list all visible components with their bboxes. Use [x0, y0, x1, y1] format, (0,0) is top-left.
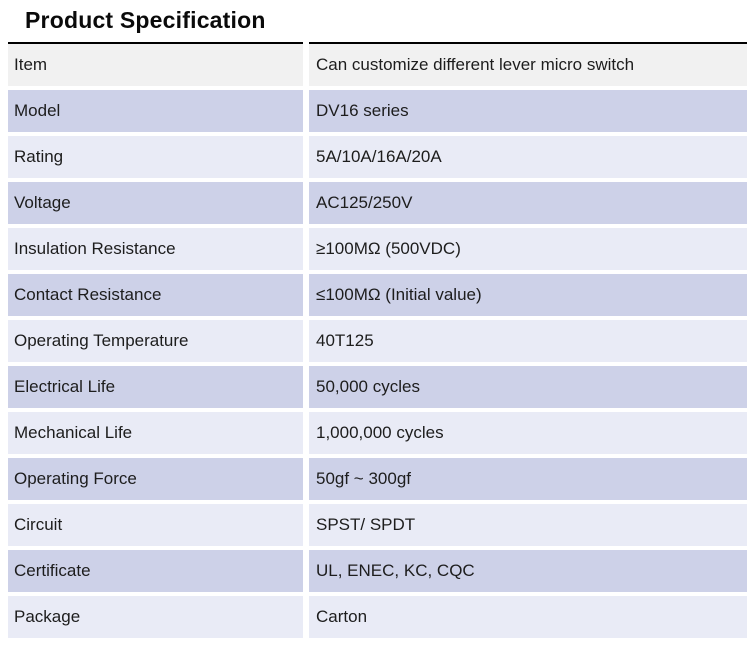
spec-value-cell: SPST/ SPDT	[309, 504, 747, 546]
page-title: Product Specification	[25, 7, 266, 33]
spec-row: Package Carton	[8, 596, 747, 638]
spec-label-cell: Voltage	[8, 182, 303, 224]
spec-row: Model DV16 series	[8, 90, 747, 132]
spec-row: Contact Resistance ≤100MΩ (Initial value…	[8, 274, 747, 316]
spec-label-cell: Rating	[8, 136, 303, 178]
spec-label-cell: Mechanical Life	[8, 412, 303, 454]
spec-row: Operating Force 50gf ~ 300gf	[8, 458, 747, 500]
spec-label-cell: Operating Force	[8, 458, 303, 500]
spec-value-cell: UL, ENEC, KC, CQC	[309, 550, 747, 592]
spec-header-value-cell: Can customize different lever micro swit…	[309, 42, 747, 86]
spec-value-cell: 50,000 cycles	[309, 366, 747, 408]
spec-value-cell: AC125/250V	[309, 182, 747, 224]
spec-row: Rating 5A/10A/16A/20A	[8, 136, 747, 178]
spec-row: Insulation Resistance ≥100MΩ (500VDC)	[8, 228, 747, 270]
spec-label-cell: Electrical Life	[8, 366, 303, 408]
spec-row: Certificate UL, ENEC, KC, CQC	[8, 550, 747, 592]
spec-value-cell: ≤100MΩ (Initial value)	[309, 274, 747, 316]
spec-value-cell: 5A/10A/16A/20A	[309, 136, 747, 178]
spec-label-cell: Circuit	[8, 504, 303, 546]
spec-value-cell: DV16 series	[309, 90, 747, 132]
spec-label-cell: Certificate	[8, 550, 303, 592]
spec-value-cell: ≥100MΩ (500VDC)	[309, 228, 747, 270]
spec-label-cell: Operating Temperature	[8, 320, 303, 362]
spec-label-cell: Package	[8, 596, 303, 638]
spec-label-cell: Insulation Resistance	[8, 228, 303, 270]
spec-row: Voltage AC125/250V	[8, 182, 747, 224]
spec-label-cell: Model	[8, 90, 303, 132]
spec-table: Item Can customize different lever micro…	[8, 42, 747, 638]
spec-value-cell: 50gf ~ 300gf	[309, 458, 747, 500]
spec-row: Mechanical Life 1,000,000 cycles	[8, 412, 747, 454]
spec-header-row: Item Can customize different lever micro…	[8, 42, 747, 86]
spec-row: Circuit SPST/ SPDT	[8, 504, 747, 546]
spec-rows: Model DV16 series Rating 5A/10A/16A/20A …	[8, 90, 747, 638]
spec-value-cell: Carton	[309, 596, 747, 638]
product-spec-page: Product Specification Item Can customize…	[0, 7, 754, 638]
spec-label-cell: Contact Resistance	[8, 274, 303, 316]
spec-value-cell: 40T125	[309, 320, 747, 362]
spec-row: Operating Temperature 40T125	[8, 320, 747, 362]
spec-value-cell: 1,000,000 cycles	[309, 412, 747, 454]
spec-row: Electrical Life 50,000 cycles	[8, 366, 747, 408]
spec-header-item-cell: Item	[8, 42, 303, 86]
